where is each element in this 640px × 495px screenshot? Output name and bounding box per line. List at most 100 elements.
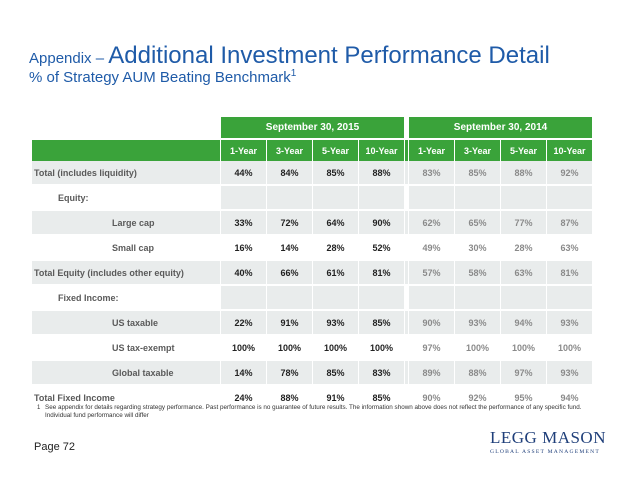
- gap-cell: [405, 186, 408, 211]
- table-cell: [359, 186, 404, 211]
- table-cell: 93%: [455, 311, 500, 336]
- page-number: Page 72: [34, 441, 75, 453]
- table-cell: 94%: [547, 386, 592, 411]
- table-cell: [547, 186, 592, 211]
- period-2015: September 30, 2015: [221, 117, 404, 140]
- table-cell: 78%: [267, 361, 312, 386]
- table-cell: 16%: [221, 236, 266, 261]
- row-label: Equity:: [32, 186, 220, 211]
- footnote: 1 See appendix for details regarding stra…: [37, 404, 605, 420]
- table-cell: 88%: [501, 161, 546, 186]
- table-cell: 100%: [501, 336, 546, 361]
- table-cell: [267, 186, 312, 211]
- gap-cell: [405, 211, 408, 236]
- table-cell: 57%: [409, 261, 454, 286]
- table-row: Small cap 16% 14% 28% 52% 49% 30% 28% 63…: [32, 236, 592, 261]
- table-cell: 52%: [359, 236, 404, 261]
- table-cell: 83%: [359, 361, 404, 386]
- slide-subtitle: % of Strategy AUM Beating Benchmark1: [29, 68, 296, 86]
- col-header: 1-Year: [409, 140, 454, 161]
- table-cell: 77%: [501, 211, 546, 236]
- table-cell: 90%: [409, 311, 454, 336]
- table-cell: 33%: [221, 211, 266, 236]
- gap-cell: [405, 261, 408, 286]
- table-row: Global taxable 14% 78% 85% 83% 89% 88% 9…: [32, 361, 592, 386]
- col-header: 5-Year: [313, 140, 358, 161]
- corner-blank: [32, 117, 220, 140]
- table-cell: 64%: [313, 211, 358, 236]
- table-cell: 63%: [501, 261, 546, 286]
- col-header: 3-Year: [267, 140, 312, 161]
- table-cell: 85%: [455, 161, 500, 186]
- table-cell: 30%: [455, 236, 500, 261]
- logo-name: LEGG MASON: [490, 428, 606, 447]
- row-label: Total Fixed Income: [32, 386, 220, 411]
- subtitle-footnote-mark: 1: [290, 68, 297, 79]
- table-row: US tax-exempt 100% 100% 100% 100% 97% 10…: [32, 336, 592, 361]
- gap-cell: [405, 311, 408, 336]
- table-cell: 95%: [501, 386, 546, 411]
- table-cell: 93%: [547, 311, 592, 336]
- gap-cell: [405, 336, 408, 361]
- col-header: 10-Year: [547, 140, 592, 161]
- col-header: 3-Year: [455, 140, 500, 161]
- table-cell: [455, 286, 500, 311]
- table-cell: [313, 286, 358, 311]
- table-cell: 81%: [359, 261, 404, 286]
- table-cell: 91%: [267, 311, 312, 336]
- table-cell: 100%: [267, 336, 312, 361]
- table-cell: [359, 286, 404, 311]
- label-header: [32, 140, 220, 161]
- table-cell: 22%: [221, 311, 266, 336]
- table-row: Total (includes liquidity) 44% 84% 85% 8…: [32, 161, 592, 186]
- row-label: Fixed Income:: [32, 286, 220, 311]
- table-cell: 83%: [409, 161, 454, 186]
- table-row: US taxable 22% 91% 93% 85% 90% 93% 94% 9…: [32, 311, 592, 336]
- table-cell: 14%: [221, 361, 266, 386]
- column-header-row: 1-Year 3-Year 5-Year 10-Year 1-Year 3-Ye…: [32, 140, 592, 161]
- table-cell: [455, 186, 500, 211]
- table-cell: [221, 186, 266, 211]
- footnote-text: See appendix for details regarding strat…: [45, 404, 582, 419]
- table-cell: 90%: [359, 211, 404, 236]
- table-cell: 84%: [267, 161, 312, 186]
- table-cell: [547, 286, 592, 311]
- table-cell: 100%: [221, 336, 266, 361]
- col-header: 10-Year: [359, 140, 404, 161]
- footnote-mark: 1: [37, 405, 41, 411]
- table-row: Total Fixed Income 24% 88% 91% 85% 90% 9…: [32, 386, 592, 411]
- title-prefix: Appendix –: [29, 50, 109, 67]
- table-cell: 49%: [409, 236, 454, 261]
- table-cell: 87%: [547, 211, 592, 236]
- gap-cell: [405, 161, 408, 186]
- row-label: US tax-exempt: [32, 336, 220, 361]
- row-label: Small cap: [32, 236, 220, 261]
- performance-table: September 30, 2015 September 30, 2014 1-…: [31, 117, 593, 411]
- table-cell: 100%: [359, 336, 404, 361]
- table-cell: 89%: [409, 361, 454, 386]
- row-label: Global taxable: [32, 361, 220, 386]
- table-cell: 62%: [409, 211, 454, 236]
- table-cell: 88%: [267, 386, 312, 411]
- table-row: Equity:: [32, 186, 592, 211]
- table-cell: 44%: [221, 161, 266, 186]
- table-cell: 93%: [547, 361, 592, 386]
- row-label: Large cap: [32, 211, 220, 236]
- table-cell: [221, 286, 266, 311]
- table-cell: [313, 186, 358, 211]
- gap-cell: [405, 386, 408, 411]
- gap-cell: [405, 286, 408, 311]
- table-cell: 90%: [409, 386, 454, 411]
- period-header-row: September 30, 2015 September 30, 2014: [32, 117, 592, 140]
- table-cell: 93%: [313, 311, 358, 336]
- logo-tagline: GLOBAL ASSET MANAGEMENT: [490, 449, 600, 455]
- gap-cell: [405, 236, 408, 261]
- table-cell: 92%: [455, 386, 500, 411]
- table-cell: 85%: [313, 161, 358, 186]
- table-cell: 63%: [547, 236, 592, 261]
- table-cell: 61%: [313, 261, 358, 286]
- table-cell: 94%: [501, 311, 546, 336]
- table-cell: 97%: [501, 361, 546, 386]
- table-cell: 92%: [547, 161, 592, 186]
- col-gap: [405, 140, 408, 161]
